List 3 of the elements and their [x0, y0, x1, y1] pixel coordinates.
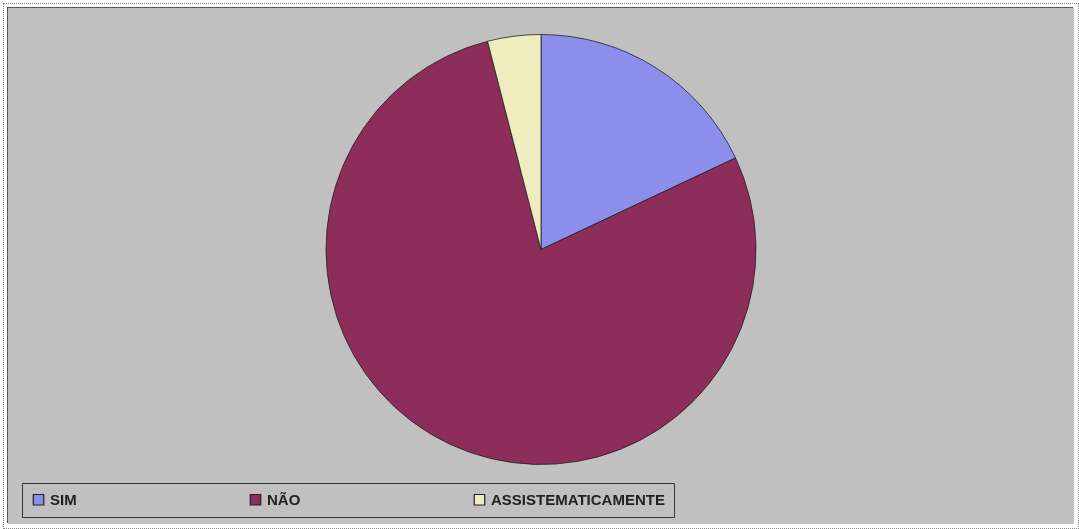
legend-label: NÃO — [267, 490, 301, 508]
legend-label: SIM — [50, 490, 77, 508]
legend-label: ASSISTEMATICAMENTE — [491, 490, 665, 508]
